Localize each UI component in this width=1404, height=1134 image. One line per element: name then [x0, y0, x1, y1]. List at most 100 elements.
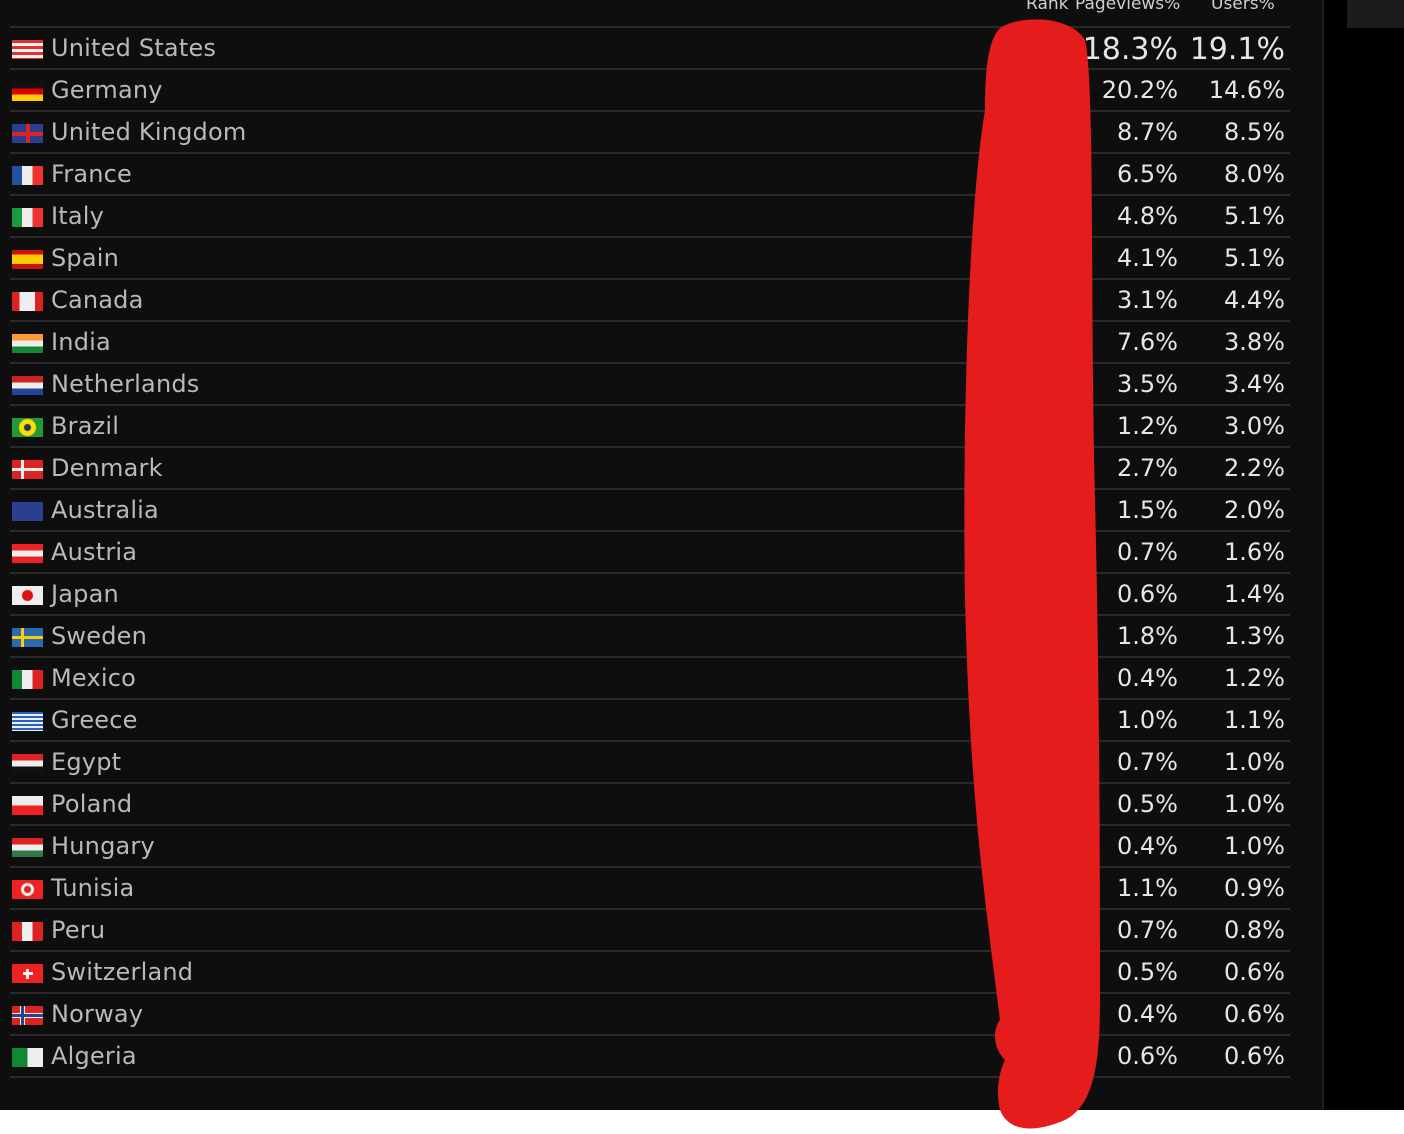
users-value: 14.6% — [1208, 76, 1285, 104]
country-name[interactable]: Italy — [51, 202, 105, 230]
users-value: 0.8% — [1224, 916, 1285, 944]
scrollbar-track[interactable] — [1322, 0, 1404, 1110]
country-name[interactable]: Japan — [51, 580, 119, 608]
table-row[interactable]: Peru 0.7% 0.8% — [10, 910, 1290, 952]
country-name[interactable]: India — [51, 328, 111, 356]
users-value: 0.6% — [1224, 1042, 1285, 1070]
table-row[interactable]: Brazil 1.2% 3.0% — [10, 406, 1290, 448]
tn-flag-icon — [12, 880, 43, 899]
country-name[interactable]: Brazil — [51, 412, 120, 440]
users-value: 1.4% — [1224, 580, 1285, 608]
country-name[interactable]: Germany — [51, 76, 163, 104]
pageviews-value: 1.0% — [1117, 706, 1178, 734]
pageviews-value: 2.7% — [1117, 454, 1178, 482]
table-row[interactable]: Canada 3.1% 4.4% — [10, 280, 1290, 322]
users-header[interactable]: Users% — [1211, 0, 1275, 14]
table-row[interactable]: Hungary 0.4% 1.0% — [10, 826, 1290, 868]
users-value: 1.1% — [1224, 706, 1285, 734]
pageviews-value: 4.1% — [1117, 244, 1178, 272]
country-name[interactable]: France — [51, 160, 133, 188]
country-name[interactable]: Canada — [51, 286, 144, 314]
pageviews-header[interactable]: Pageviews% — [1075, 0, 1181, 14]
table-row[interactable]: France 6.5% 8.0% — [10, 154, 1290, 196]
table-row[interactable]: Norway 0.4% 0.6% — [10, 994, 1290, 1036]
users-value: 1.2% — [1224, 664, 1285, 692]
country-name[interactable]: Mexico — [51, 664, 137, 692]
users-value: 4.4% — [1224, 286, 1285, 314]
users-value: 3.4% — [1224, 370, 1285, 398]
users-value: 2.0% — [1224, 496, 1285, 524]
table-row[interactable]: Algeria 0.6% 0.6% — [10, 1036, 1290, 1078]
table-row[interactable]: Mexico 0.4% 1.2% — [10, 658, 1290, 700]
country-name[interactable]: United States — [51, 34, 217, 62]
table-row[interactable]: Netherlands 3.5% 3.4% — [10, 364, 1290, 406]
country-table: United States 18.3% 19.1% Germany 20.2% … — [10, 26, 1290, 1078]
country-name[interactable]: Austria — [51, 538, 138, 566]
scrollbar-thumb[interactable] — [1347, 0, 1404, 28]
country-name[interactable]: Netherlands — [51, 370, 200, 398]
users-value: 1.6% — [1224, 538, 1285, 566]
us-flag-icon — [12, 40, 43, 59]
table-row[interactable]: Poland 0.5% 1.0% — [10, 784, 1290, 826]
table-row[interactable]: Japan 0.6% 1.4% — [10, 574, 1290, 616]
table-row[interactable]: Australia 1.5% 2.0% — [10, 490, 1290, 532]
rank-header[interactable]: Rank — [1026, 0, 1069, 14]
users-value: 5.1% — [1224, 202, 1285, 230]
country-name[interactable]: United Kingdom — [51, 118, 247, 146]
table-row[interactable]: Sweden 1.8% 1.3% — [10, 616, 1290, 658]
country-name[interactable]: Tunisia — [51, 874, 135, 902]
country-name[interactable]: Sweden — [51, 622, 148, 650]
pageviews-value: 0.7% — [1117, 916, 1178, 944]
pageviews-value: 4.8% — [1117, 202, 1178, 230]
no-flag-icon — [12, 1006, 43, 1025]
users-value: 1.3% — [1224, 622, 1285, 650]
table-row[interactable]: United Kingdom 8.7% 8.5% — [10, 112, 1290, 154]
ch-flag-icon — [12, 964, 43, 983]
table-row[interactable]: Italy 4.8% 5.1% — [10, 196, 1290, 238]
table-row[interactable]: Egypt 0.7% 1.0% — [10, 742, 1290, 784]
users-value: 0.6% — [1224, 958, 1285, 986]
table-row[interactable]: Denmark 2.7% 2.2% — [10, 448, 1290, 490]
users-value: 8.0% — [1224, 160, 1285, 188]
country-name[interactable]: Egypt — [51, 748, 122, 776]
country-name[interactable]: Norway — [51, 1000, 144, 1028]
users-value: 1.0% — [1224, 790, 1285, 818]
table-row[interactable]: Austria 0.7% 1.6% — [10, 532, 1290, 574]
table-row[interactable]: Germany 20.2% 14.6% — [10, 70, 1290, 112]
users-value: 2.2% — [1224, 454, 1285, 482]
pageviews-value: 0.5% — [1117, 958, 1178, 986]
pageviews-value: 0.7% — [1117, 748, 1178, 776]
pageviews-value: 3.1% — [1117, 286, 1178, 314]
country-name[interactable]: Greece — [51, 706, 138, 734]
se-flag-icon — [12, 628, 43, 647]
de-flag-icon — [12, 82, 43, 101]
at-flag-icon — [12, 544, 43, 563]
country-name[interactable]: Poland — [51, 790, 133, 818]
au-flag-icon — [12, 502, 43, 521]
pageviews-value: 6.5% — [1117, 160, 1178, 188]
table-row[interactable]: Switzerland 0.5% 0.6% — [10, 952, 1290, 994]
table-row[interactable]: Tunisia 1.1% 0.9% — [10, 868, 1290, 910]
users-value: 0.6% — [1224, 1000, 1285, 1028]
country-name[interactable]: Peru — [51, 916, 106, 944]
pageviews-value: 0.4% — [1117, 664, 1178, 692]
users-value: 5.1% — [1224, 244, 1285, 272]
users-value: 19.1% — [1189, 32, 1285, 67]
country-stats-panel: Rank Pageviews% Users% United States 18.… — [0, 0, 1322, 1110]
table-row[interactable]: Spain 4.1% 5.1% — [10, 238, 1290, 280]
table-row[interactable]: United States 18.3% 19.1% — [10, 28, 1290, 70]
country-name[interactable]: Switzerland — [51, 958, 194, 986]
country-name[interactable]: Hungary — [51, 832, 155, 860]
country-name[interactable]: Australia — [51, 496, 159, 524]
table-row[interactable]: India 7.6% 3.8% — [10, 322, 1290, 364]
gr-flag-icon — [12, 712, 43, 731]
table-row[interactable]: Greece 1.0% 1.1% — [10, 700, 1290, 742]
country-name[interactable]: Spain — [51, 244, 120, 272]
pageviews-value: 1.5% — [1117, 496, 1178, 524]
country-name[interactable]: Algeria — [51, 1042, 137, 1070]
es-flag-icon — [12, 250, 43, 269]
country-name[interactable]: Denmark — [51, 454, 163, 482]
users-value: 3.0% — [1224, 412, 1285, 440]
redaction-mark — [964, 19, 1100, 1129]
pageviews-value: 1.8% — [1117, 622, 1178, 650]
